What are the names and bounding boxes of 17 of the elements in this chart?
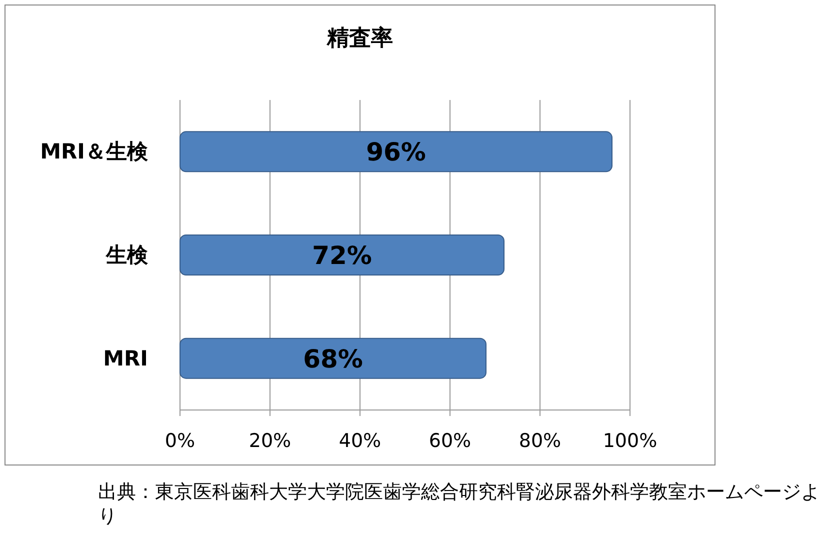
y-tick-label: MRI＆生検 xyxy=(40,140,149,164)
x-tick-label: 0% xyxy=(164,430,196,452)
y-tick-label: MRI xyxy=(103,346,148,370)
source-note: 出典：東京医科歯科大学大学院医歯学総合研究科腎泌尿器外科学教室ホームページより xyxy=(98,480,821,528)
data-label: 72% xyxy=(312,241,372,270)
bar xyxy=(180,131,612,172)
x-tick-label: 20% xyxy=(248,430,292,452)
x-tick-label: 60% xyxy=(428,430,472,452)
bar xyxy=(180,234,504,276)
data-label: 68% xyxy=(303,344,363,374)
x-tick-label: 40% xyxy=(338,430,382,452)
bar xyxy=(180,338,486,379)
x-tick-label: 80% xyxy=(518,430,562,452)
data-label: 96% xyxy=(366,138,426,167)
chart-title: 精査率 xyxy=(326,25,393,51)
y-tick-label: 生検 xyxy=(105,243,149,267)
x-tick-label: 100% xyxy=(602,430,658,452)
